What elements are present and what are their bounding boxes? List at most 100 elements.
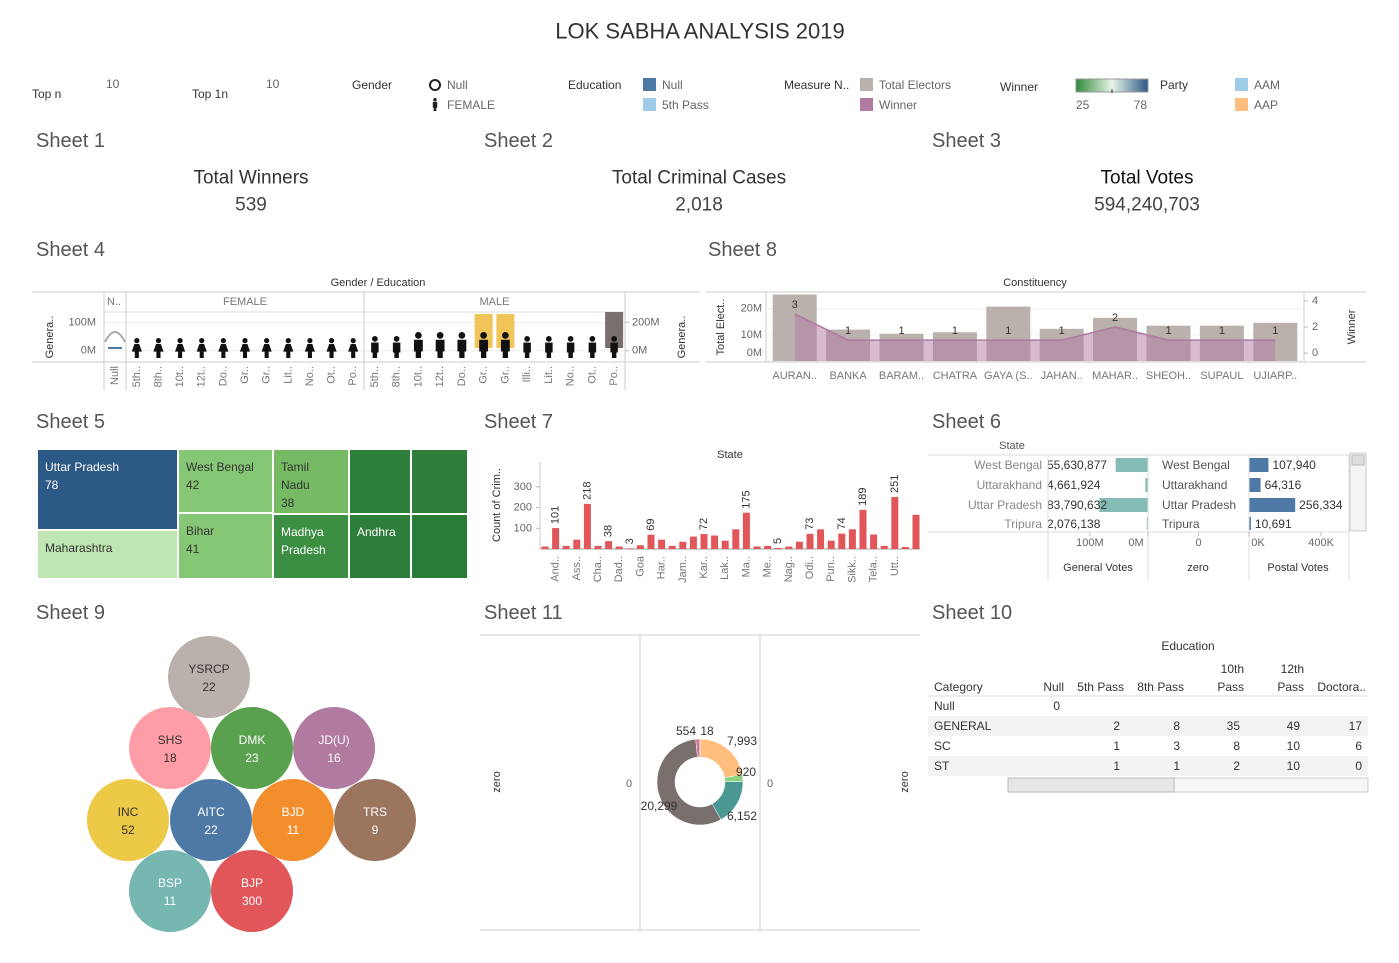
bubble — [252, 779, 334, 861]
row-label: Uttar Pradesh — [968, 498, 1042, 512]
icon-head — [611, 336, 617, 342]
highlight — [605, 312, 624, 348]
bar — [647, 534, 655, 549]
treemap-tile: Maharashtra — [37, 530, 178, 579]
axis-title: Postal Votes — [1267, 562, 1329, 574]
axis-tick: 0 — [767, 778, 773, 790]
bubble — [334, 779, 416, 861]
icon-body — [348, 343, 359, 352]
bar — [552, 528, 560, 549]
bubble-label: JD(U) — [318, 733, 349, 747]
person-icon — [218, 338, 229, 358]
x-tick-label: 10t.. — [412, 366, 424, 387]
sheet-title: Sheet 6 — [932, 411, 1001, 433]
icon-body — [326, 343, 337, 352]
row-label: West Bengal — [974, 458, 1042, 472]
table-cell: 2 — [1233, 759, 1240, 773]
tile-label: West Bengal — [186, 460, 254, 474]
bar — [1249, 478, 1261, 492]
icon-legs — [199, 350, 204, 358]
icon-body — [174, 343, 186, 352]
bar — [615, 546, 623, 549]
x-tick-label: 12t.. — [434, 366, 446, 387]
data-label: 1 — [898, 325, 904, 337]
row-label: Uttar Pradesh — [1162, 498, 1236, 512]
y-tick-label: 100 — [514, 522, 532, 534]
x-tick-label: Gr.. — [261, 366, 273, 384]
person-icon — [392, 336, 401, 358]
x-tick-label: Me.. — [762, 556, 774, 577]
legend-item: Null — [662, 78, 683, 92]
table-header: Education — [1161, 639, 1214, 653]
icon-body — [566, 342, 575, 353]
x-tick-label: Gr.. — [478, 366, 490, 384]
bubble-label: BJP — [241, 876, 263, 890]
bar — [1099, 498, 1148, 512]
filter-label: Top 1n — [192, 87, 228, 101]
null-arc — [104, 331, 126, 343]
bubble-value: 9 — [372, 823, 379, 837]
icon-head — [546, 336, 552, 342]
x-tick-label: 0M — [1128, 537, 1143, 549]
x-tick-label: Dad.. — [613, 556, 625, 582]
icon-legs — [590, 349, 595, 358]
icon-legs — [524, 349, 530, 358]
icon-body — [131, 343, 142, 352]
group-label: N.. — [107, 296, 121, 308]
x-tick-label: 10t.. — [174, 366, 186, 387]
person-icon — [566, 336, 575, 358]
bubble — [87, 779, 169, 861]
scrollbar-thumb — [1007, 777, 1175, 793]
treemap-tile: Andhra — [349, 514, 411, 579]
icon-body — [500, 339, 510, 352]
y-tick-label: 200 — [514, 502, 532, 514]
y-tick-label: 20M — [741, 303, 762, 315]
sheet-title: Sheet 9 — [36, 602, 105, 624]
legend-swatch — [643, 98, 656, 111]
sheet-title: Sheet 5 — [36, 411, 105, 433]
table-cell: 8 — [1233, 739, 1240, 753]
icon-head — [242, 338, 248, 344]
legend-title: Winner — [1000, 80, 1038, 94]
x-tick-label: Ot.. — [326, 366, 338, 384]
tile-value: 42 — [186, 478, 200, 492]
bar — [817, 529, 825, 549]
data-label: 1 — [845, 325, 851, 337]
sheet-title: Sheet 8 — [708, 239, 777, 261]
data-label: 175 — [740, 490, 752, 508]
icon-head — [393, 336, 400, 342]
data-label: 101 — [550, 506, 562, 524]
data-label: 10,691 — [1255, 517, 1292, 531]
kpi-value: 2,018 — [675, 195, 723, 216]
icon-legs — [459, 347, 465, 358]
sheet-title: Sheet 1 — [36, 130, 105, 152]
filter-label: Top n — [32, 87, 61, 101]
bubble-label: YSRCP — [188, 662, 229, 676]
person-icon — [588, 336, 597, 358]
icon-body — [283, 343, 294, 352]
icon-head — [458, 332, 466, 339]
data-label: 1 — [952, 325, 958, 337]
icon-head — [372, 336, 378, 342]
x-tick-label: Lak.. — [719, 556, 731, 580]
bar — [573, 539, 581, 549]
icon-head — [307, 338, 313, 344]
scrollbar[interactable] — [1349, 452, 1367, 532]
bar — [636, 545, 644, 549]
x-tick-label: 400K — [1308, 537, 1334, 549]
bubble — [129, 850, 211, 932]
bubble — [293, 707, 375, 789]
data-label: 74 — [836, 517, 848, 529]
data-label: 251 — [889, 475, 901, 493]
data-label: 6,152 — [727, 809, 757, 823]
y2-tick-label: 2 — [1312, 321, 1318, 333]
row-label: West Bengal — [1162, 458, 1230, 472]
chart-header: Constituency — [1003, 277, 1067, 289]
person-icon — [435, 332, 445, 358]
icon-legs — [394, 349, 399, 358]
bubble — [211, 850, 293, 932]
person-icon — [479, 332, 489, 358]
data-label: 2,076,138 — [1047, 517, 1101, 531]
column-header: 8th Pass — [1137, 680, 1184, 694]
